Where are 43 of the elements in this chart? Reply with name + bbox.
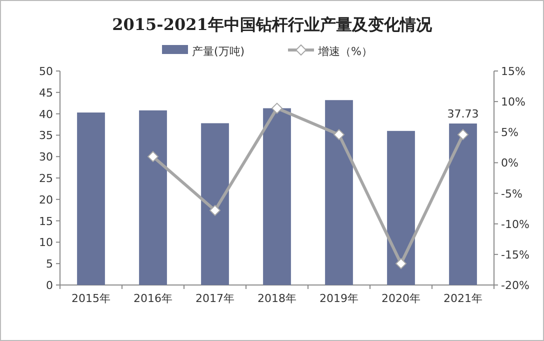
y-tick-label: 45 [39, 86, 53, 100]
y-tick-label: 0 [46, 279, 53, 292]
point [458, 129, 468, 140]
bar [139, 110, 167, 285]
y-tick-label: 15 [39, 214, 53, 228]
point [210, 204, 220, 216]
x-tick-label: 2020年 [382, 292, 420, 305]
x-tick-label: 2015年 [72, 292, 110, 305]
y-tick-label: 30 [39, 150, 53, 164]
legend-label: 增速（%） [317, 45, 372, 58]
y-tick-label: 35 [39, 129, 53, 142]
y2-tick-label: -15% [501, 248, 530, 262]
y2-tick-label: -10% [501, 218, 530, 231]
bar [449, 124, 477, 285]
point [334, 129, 344, 140]
y2-tick-label: 0% [501, 156, 518, 170]
x-tick-label: 2016年 [134, 292, 172, 305]
y2-tick-label: 10% [501, 96, 526, 109]
bar [77, 112, 105, 285]
bar [325, 100, 353, 285]
x-tick-label: 2019年 [320, 292, 358, 305]
x-tick-label: 2017年 [196, 292, 234, 305]
y2-tick-label: 15% [501, 65, 526, 78]
y-tick-label: 50 [39, 65, 53, 78]
data-label: 37.73 [447, 108, 479, 121]
y-tick-label: 5 [46, 258, 53, 271]
bar [263, 108, 291, 285]
point [148, 151, 158, 162]
y2-tick-label: -5% [501, 187, 522, 200]
y-tick-label: 40 [39, 108, 53, 121]
y-tick-label: 10 [39, 236, 53, 250]
x-tick-label: 2021年 [444, 292, 482, 305]
point [396, 258, 406, 270]
y-tick-label: 25 [39, 172, 53, 185]
y2-tick-label: 5% [501, 126, 518, 140]
point [272, 102, 282, 114]
legend-label: 产量(万吨) [192, 45, 245, 58]
y2-tick-label: -20% [501, 279, 530, 292]
y-tick-label: 20 [39, 193, 53, 206]
chart-title: 2015-2021年中国钻杆行业产量及变化情况 [112, 15, 433, 34]
x-tick-label: 2018年 [258, 292, 296, 305]
bar [201, 123, 229, 285]
bar [387, 130, 415, 285]
